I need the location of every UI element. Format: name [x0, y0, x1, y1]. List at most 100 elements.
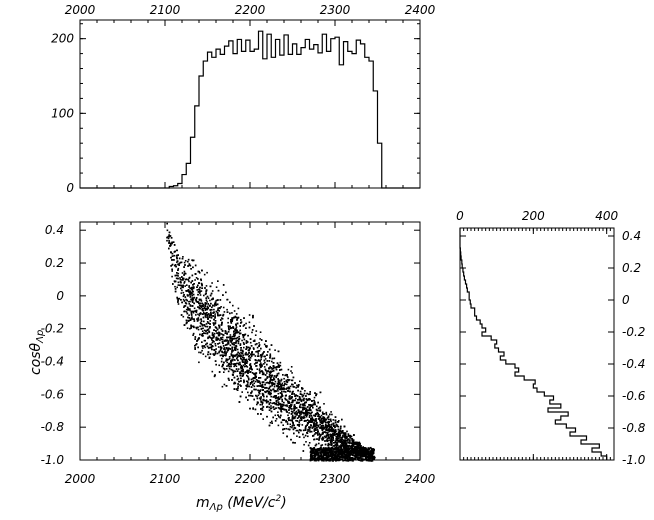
- scatter-point: [231, 335, 234, 338]
- scatter-point: [200, 306, 203, 308]
- scatter-point: [328, 421, 330, 423]
- scatter-point: [183, 270, 186, 273]
- scatter-point: [219, 349, 222, 352]
- scatter-point: [322, 431, 324, 434]
- scatter-point: [214, 317, 216, 319]
- scatter-point: [287, 414, 289, 417]
- scatter-point: [213, 305, 216, 307]
- scatter-point: [230, 354, 233, 357]
- scatter-point: [303, 404, 306, 407]
- scatter-point: [253, 382, 255, 385]
- scatter-point: [308, 426, 310, 428]
- scatter-point: [283, 388, 286, 390]
- scatter-point: [342, 442, 344, 445]
- scatter-point: [183, 294, 185, 296]
- scatter-point: [292, 422, 294, 424]
- scatter-point: [299, 397, 301, 399]
- scatter-point: [185, 278, 188, 280]
- scatter-point: [327, 428, 330, 430]
- scatter-point: [238, 335, 240, 338]
- scatter-point: [338, 431, 341, 433]
- scatter-point: [183, 306, 185, 308]
- scatter-point: [199, 292, 201, 294]
- scatter-point: [324, 431, 326, 433]
- scatter-point: [182, 279, 184, 281]
- scatter-point: [230, 320, 232, 323]
- scatter-point: [261, 363, 263, 366]
- scatter-frame: [79, 221, 421, 461]
- scatter-point: [196, 286, 198, 288]
- scatter-point: [212, 315, 214, 317]
- scatter-point: [204, 293, 207, 296]
- scatter-point: [270, 405, 272, 407]
- scatter-point: [303, 415, 305, 418]
- scatter-point: [179, 278, 182, 281]
- scatter-point: [283, 384, 285, 387]
- scatter-point: [207, 353, 209, 356]
- scatter-point: [290, 370, 292, 372]
- scatter-point: [223, 354, 225, 356]
- scatter-point: [293, 426, 296, 429]
- scatter-point: [349, 440, 351, 443]
- scatter-point: [235, 337, 238, 340]
- scatter-point: [231, 317, 234, 320]
- scatter-point: [291, 372, 293, 374]
- scatter-point: [269, 380, 271, 383]
- scatter-point: [238, 332, 241, 335]
- scatter-point: [289, 419, 292, 422]
- scatter-point: [249, 347, 251, 349]
- scatter-point: [336, 444, 338, 446]
- scatter-point: [349, 442, 351, 444]
- scatter-point: [207, 297, 210, 299]
- scatter-point: [222, 355, 224, 357]
- scatter-point: [249, 338, 252, 340]
- scatter-point: [266, 381, 269, 384]
- scatter-point: [221, 338, 224, 341]
- scatter-point: [261, 370, 263, 372]
- scatter-point: [169, 235, 172, 237]
- scatter-point: [282, 428, 284, 431]
- scatter-point: [185, 319, 188, 322]
- scatter-point: [295, 413, 297, 416]
- scatter-point: [240, 366, 242, 368]
- scatter-point: [330, 444, 332, 446]
- scatter-point: [242, 325, 245, 327]
- scatter-point: [196, 318, 198, 320]
- scatter-point: [266, 400, 268, 403]
- scatter-point: [240, 364, 243, 367]
- scatter-point: [230, 319, 232, 321]
- scatter-point: [319, 434, 322, 437]
- scatter-point: [239, 355, 242, 358]
- scatter-point: [187, 279, 190, 281]
- scatter-point: [266, 372, 268, 374]
- scatter-point: [171, 241, 173, 244]
- scatter-point: [301, 416, 303, 418]
- scatter-point: [226, 298, 229, 301]
- scatter-point: [206, 314, 209, 316]
- scatter-point: [191, 300, 193, 302]
- scatter-point: [311, 411, 313, 414]
- scatter-point: [248, 355, 250, 358]
- scatter-point: [310, 418, 312, 420]
- scatter-point: [304, 414, 307, 416]
- scatter-point: [209, 320, 211, 322]
- scatter-point: [334, 421, 337, 424]
- scatter-point: [254, 376, 256, 379]
- scatter-point: [271, 374, 273, 377]
- scatter-point: [253, 353, 255, 356]
- scatter-point: [227, 370, 230, 373]
- scatter-point: [192, 287, 195, 290]
- scatter-point: [213, 349, 215, 351]
- scatter-point: [323, 431, 326, 433]
- scatter-point: [298, 396, 301, 398]
- scatter-point: [247, 381, 249, 384]
- scatter-point: [207, 322, 210, 324]
- scatter-point: [237, 340, 240, 343]
- scatter-point: [319, 426, 322, 428]
- scatter-point: [201, 341, 203, 343]
- scatter-point: [191, 316, 193, 318]
- scatter-point: [230, 341, 232, 343]
- scatter-point: [360, 445, 362, 448]
- scatter-point: [209, 336, 212, 339]
- scatter-point: [233, 376, 236, 379]
